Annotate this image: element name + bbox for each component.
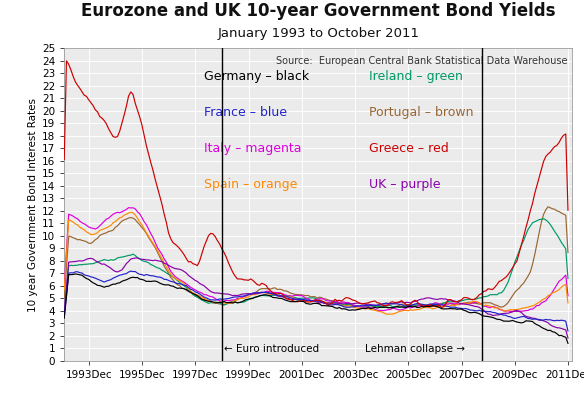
- Text: France – blue: France – blue: [204, 106, 287, 119]
- Text: Lehman collapse →: Lehman collapse →: [365, 344, 465, 354]
- Text: Germany – black: Germany – black: [204, 70, 309, 83]
- Text: Source:  European Central Bank Statistical Data Warehouse: Source: European Central Bank Statistica…: [276, 56, 567, 66]
- Text: Greece – red: Greece – red: [369, 142, 449, 155]
- Text: Portugal – brown: Portugal – brown: [369, 106, 474, 119]
- Y-axis label: 10 year Government Bond Interest Rates: 10 year Government Bond Interest Rates: [28, 97, 38, 312]
- Text: Spain – orange: Spain – orange: [204, 178, 297, 191]
- Text: Eurozone and UK 10-year Government Bond Yields: Eurozone and UK 10-year Government Bond …: [81, 2, 555, 20]
- Text: ← Euro introduced: ← Euro introduced: [224, 344, 319, 354]
- Text: Ireland – green: Ireland – green: [369, 70, 463, 83]
- Text: UK – purple: UK – purple: [369, 178, 440, 191]
- Text: January 1993 to October 2011: January 1993 to October 2011: [217, 27, 419, 41]
- Text: Italy – magenta: Italy – magenta: [204, 142, 301, 155]
